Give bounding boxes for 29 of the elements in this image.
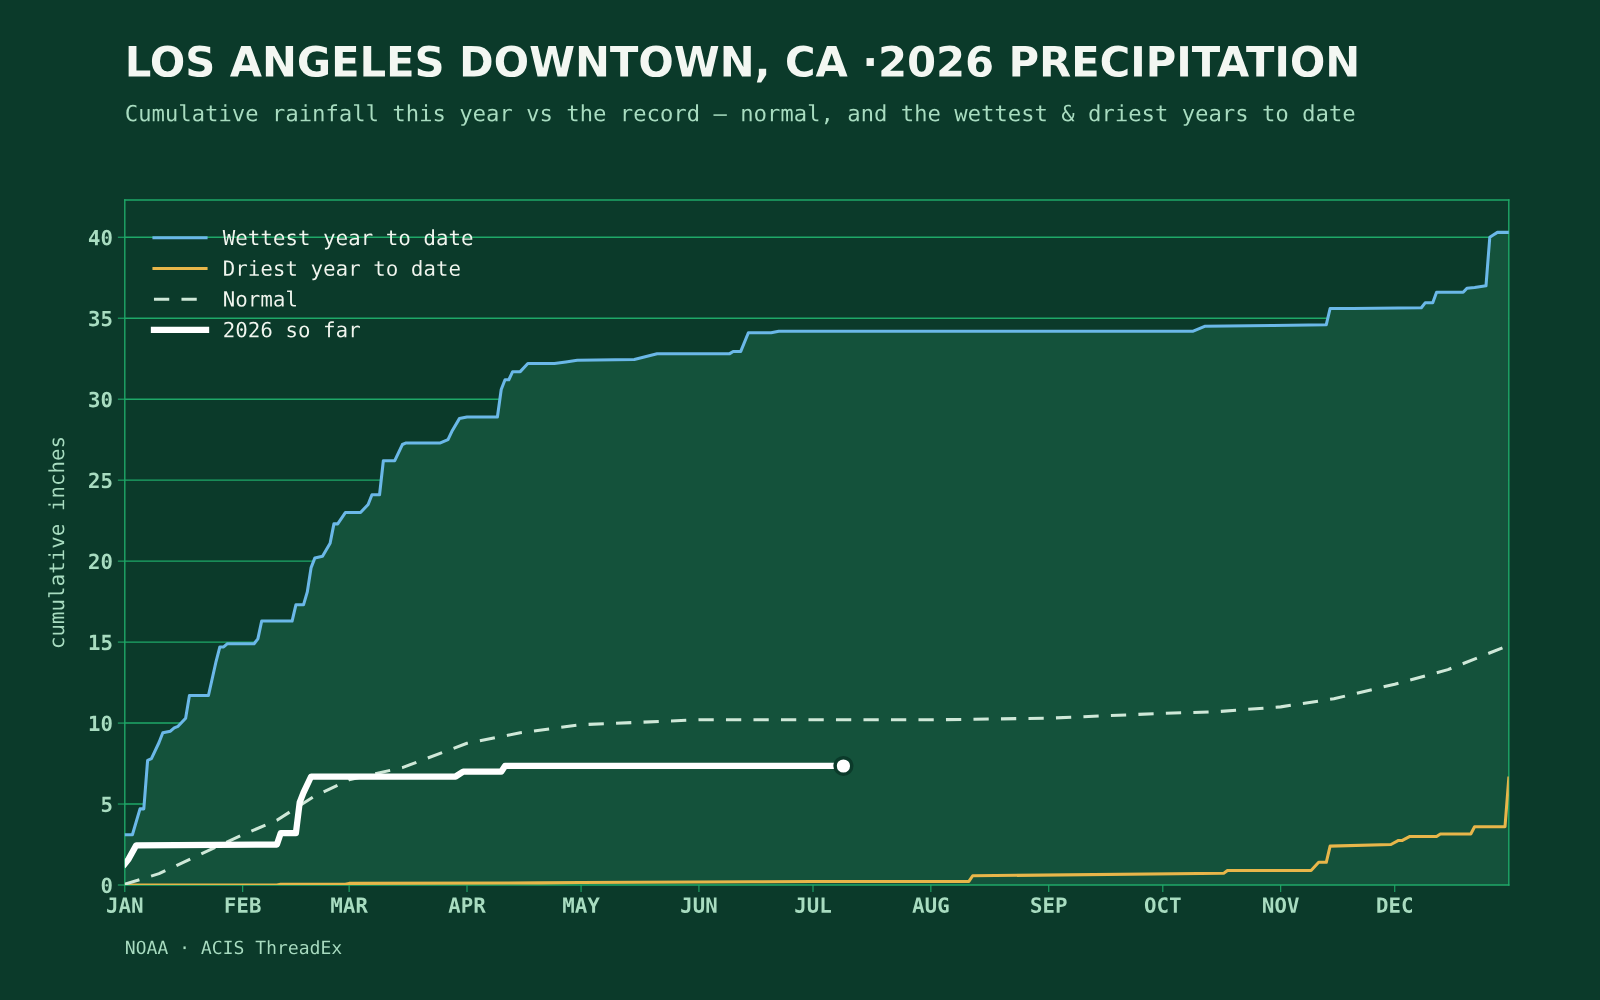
legend-label: Normal [224,290,296,307]
chart-title: LOS ANGELES DOWNTOWN, CA ·2026 PRECIPITATION [128,45,1357,83]
y-tick-label: 20 [89,553,112,570]
y-tick-label: 35 [89,310,112,327]
y-tick-label: 15 [89,634,112,651]
x-tick-label: MAR [331,897,368,913]
x-tick-label: AUG [912,897,949,913]
y-tick-label: 30 [89,391,112,408]
chart-subtitle: Cumulative rainfall this year vs the record — normal, and the wettest & driest years to date [126,104,1355,126]
y-tick-label: 40 [88,229,112,246]
text: NOAA · ACIS ThreadEx [126,940,342,955]
legend-label: Wettest year to date [222,229,473,250]
x-tick-label: OCT [1144,897,1181,913]
legend-label: Driest year to date [224,259,460,281]
x-tick-label: MAY [563,897,600,913]
x-tick-label: JUN [681,897,717,913]
y-tick-label: 5 [101,796,112,813]
x-tick-label: JAN [107,897,143,913]
x-tick-label: NOV [1263,897,1299,913]
y-tick-label: 25 [89,472,112,489]
legend-label: 2026 so far [224,321,360,338]
x-tick-label: DEC [1377,897,1412,913]
x-tick-label: JUL [795,897,831,913]
x-tick-label: APR [448,897,486,913]
y-axis-title: cumulative inches [48,437,65,648]
x-tick-label: FEB [225,897,261,913]
y-tick-label: 10 [89,715,112,732]
y-tick-label: 0 [101,877,112,894]
x-tick-label: SEP [1031,897,1067,913]
